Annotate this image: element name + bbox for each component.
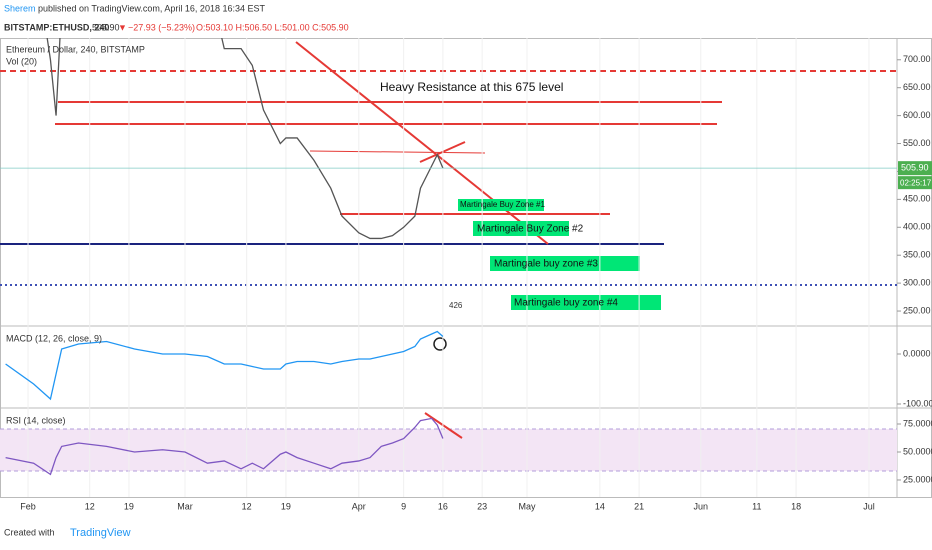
y-tick-label: 600.00: [903, 110, 931, 120]
x-tick-label: 11: [752, 501, 761, 511]
annotation: Martingale Buy Zone #1: [460, 200, 545, 209]
y-tick-label: 25.0000: [903, 474, 932, 484]
countdown-tag: [898, 176, 932, 190]
x-tick-label: 23: [477, 501, 487, 511]
x-tick-label: Jun: [694, 501, 709, 511]
y-tick-label: 0.0000: [903, 348, 931, 358]
y-tick-label: 700.00: [903, 54, 931, 64]
y-tick-label: 50.0000: [903, 446, 932, 456]
x-tick-label: 14: [595, 501, 605, 511]
x-tick-label: Jul: [863, 501, 875, 511]
ohlc: O:503.10 H:506.50 L:501.00 C:505.90: [196, 22, 349, 32]
y-tick-label: -100.0000: [903, 398, 932, 408]
series-line: [5, 330, 444, 401]
x-tick-label: Mar: [177, 501, 193, 511]
series-line: [5, 417, 444, 476]
x-tick-label: 12: [242, 501, 252, 511]
published: published on TradingView.com, April 16, …: [38, 3, 265, 13]
arrow: ▼: [118, 22, 127, 32]
y-tick-label: 350.00: [903, 250, 931, 260]
price-tag-label: 505.90: [901, 163, 929, 173]
footer-created: Created with: [4, 527, 55, 537]
symbol: BITSTAMP:ETHUSD, 240: [4, 22, 109, 32]
annotation: Martingale buy zone #4: [514, 298, 618, 309]
pane-title: Ethereum / Dollar, 240, BITSTAMP: [6, 44, 145, 54]
x-tick-label: 19: [281, 501, 291, 511]
y-tick-label: 300.00: [903, 277, 931, 287]
zone-box: [490, 256, 640, 271]
x-tick-label: May: [518, 501, 536, 511]
x-tick-label: Apr: [352, 501, 366, 511]
price-tag: [898, 161, 932, 176]
pane-title: RSI (14, close): [6, 415, 66, 425]
x-tick-label: 12: [85, 501, 95, 511]
events-label: 426: [449, 301, 463, 310]
countdown-label: 02:25:17: [900, 178, 932, 187]
pane-title: MACD (12, 26, close, 9): [6, 333, 102, 343]
zone-box: [511, 295, 661, 310]
zone-box: [458, 199, 544, 211]
x-tick-label: 19: [124, 501, 134, 511]
series-line: [46, 38, 444, 240]
rsi-band: [0, 429, 897, 471]
x-tick-label: 9: [401, 501, 406, 511]
trend-line: [309, 150, 486, 154]
pane-subtitle: Vol (20): [6, 56, 37, 66]
trend-line: [424, 412, 463, 439]
annotation: Martingale buy zone #3: [494, 259, 598, 270]
x-tick-label: Feb: [20, 501, 36, 511]
x-tick-label: 18: [791, 501, 801, 511]
y-tick-label: 75.0000: [903, 418, 932, 428]
x-tick-label: 21: [634, 501, 644, 511]
change: −27.93 (−5.23%): [128, 22, 195, 32]
annotation: Martingale Buy Zone #2: [477, 224, 584, 235]
y-tick-label: 650.00: [903, 82, 931, 92]
x-tick-label: 16: [438, 501, 448, 511]
y-tick-label: 250.00: [903, 305, 931, 315]
zone-box: [473, 221, 569, 236]
price: 505.90: [92, 22, 120, 32]
circle-marker: [433, 337, 447, 351]
author[interactable]: Sherem: [4, 3, 36, 13]
y-tick-label: 400.00: [903, 222, 931, 232]
annotation: Heavy Resistance at this 675 level: [380, 80, 563, 94]
y-tick-label: 450.00: [903, 194, 931, 204]
footer-brand[interactable]: TradingView: [70, 527, 131, 539]
y-tick-label: 550.00: [903, 138, 931, 148]
